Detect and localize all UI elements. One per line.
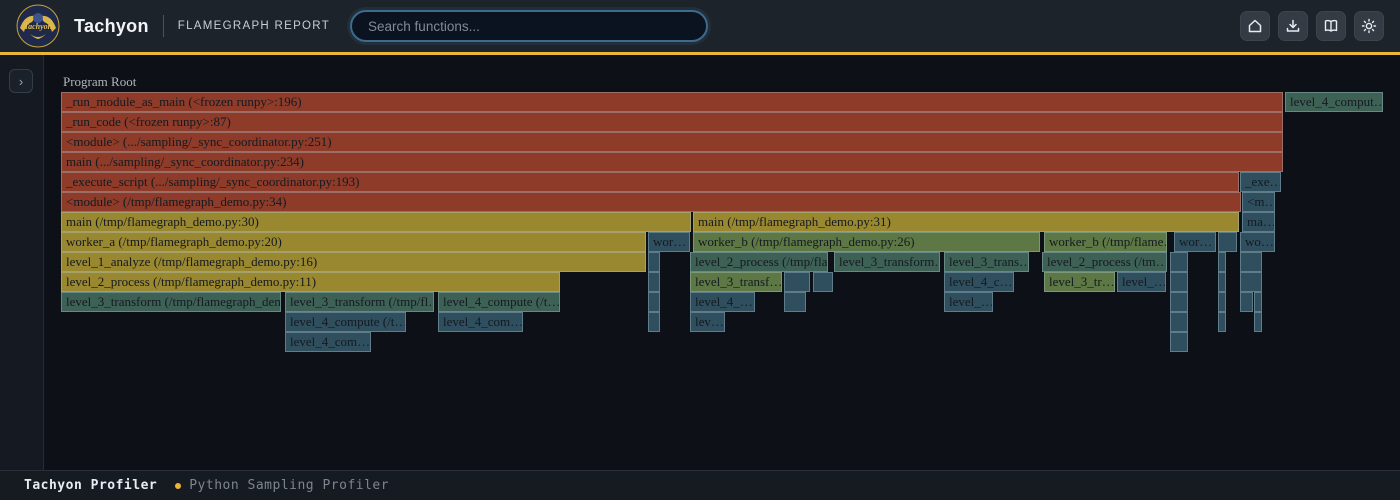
sun-icon [1361, 18, 1377, 34]
flame-frame[interactable]: main (/tmp/flamegraph_demo.py:31) [693, 212, 1239, 232]
app-header: Tachyon Tachyon FLAMEGRAPH REPORT [0, 0, 1400, 55]
flame-frame[interactable]: ma… [1242, 212, 1275, 232]
flame-frame[interactable]: wor… [1174, 232, 1216, 252]
flame-frame[interactable]: level_3_transform (/tmp/fl… [285, 292, 434, 312]
flame-frame[interactable]: wor… [648, 232, 690, 252]
flame-frame[interactable]: <module> (/tmp/flamegraph_demo.py:34) [61, 192, 1241, 212]
home-icon [1248, 19, 1262, 33]
theme-button[interactable] [1354, 11, 1384, 41]
report-type-label: FLAMEGRAPH REPORT [177, 20, 331, 32]
flame-frame[interactable] [1170, 292, 1188, 312]
flame-frame[interactable]: level_3_transform (/tmp/flamegraph_dem… [61, 292, 281, 312]
flame-frame[interactable]: level_… [1117, 272, 1166, 292]
flame-frame[interactable]: _run_code (<frozen runpy>:87) [61, 112, 1283, 132]
download-button[interactable] [1278, 11, 1308, 41]
flamegraph: Program Root _run_module_as_main (<froze… [61, 74, 1383, 352]
flame-frame[interactable] [1170, 252, 1188, 272]
flame-frame[interactable] [1218, 312, 1226, 332]
flame-frame[interactable]: lev… [690, 312, 725, 332]
flame-frame[interactable]: worker_b (/tmp/flamegraph_demo.py:26) [693, 232, 1040, 252]
flame-frame[interactable]: level_2_process (/tmp/fla… [690, 252, 828, 272]
status-subtitle: Python Sampling Profiler [189, 478, 390, 493]
flame-frame[interactable]: level_4_compute (/t… [285, 312, 406, 332]
flame-frame[interactable]: worker_b (/tmp/flame… [1044, 232, 1167, 252]
flame-frame[interactable]: level_4_com… [285, 332, 371, 352]
header-actions [1240, 11, 1384, 41]
docs-button[interactable] [1316, 11, 1346, 41]
book-icon [1324, 19, 1338, 32]
flame-frame[interactable]: level_3_transform… [834, 252, 940, 272]
chevron-right-icon: › [18, 73, 24, 89]
flame-frame[interactable]: main (.../sampling/_sync_coordinator.py:… [61, 152, 1283, 172]
flame-frame[interactable] [1218, 232, 1237, 252]
status-dot-icon [175, 482, 182, 489]
flame-frame[interactable]: worker_a (/tmp/flamegraph_demo.py:20) [61, 232, 646, 252]
flame-frame[interactable] [813, 272, 833, 292]
flame-frame[interactable]: _exe… [1240, 172, 1281, 192]
app-title: Tachyon [74, 15, 149, 36]
flame-frame[interactable]: main (/tmp/flamegraph_demo.py:30) [61, 212, 691, 232]
search-input[interactable] [350, 10, 709, 42]
flame-frame[interactable]: <module> (.../sampling/_sync_coordinator… [61, 132, 1283, 152]
flame-frame[interactable]: level_2_process (/tm… [1042, 252, 1167, 272]
flame-frame[interactable] [1254, 312, 1262, 332]
flame-frame[interactable] [1170, 312, 1188, 332]
flame-frame[interactable] [1170, 272, 1188, 292]
flame-frame[interactable]: level_4_… [690, 292, 755, 312]
flame-frame[interactable]: level_3_tr… [1044, 272, 1115, 292]
flame-frame[interactable]: _execute_script (.../sampling/_sync_coor… [61, 172, 1239, 192]
collapsed-sidebar: › [0, 55, 44, 470]
flame-frame[interactable]: <m… [1242, 192, 1275, 212]
flame-frame[interactable]: level_2_process (/tmp/flamegraph_demo.py… [61, 272, 560, 292]
flame-frame[interactable]: level_3_trans… [944, 252, 1029, 272]
flame-frame[interactable]: level_… [944, 292, 993, 312]
flame-frame[interactable] [784, 272, 810, 292]
header-divider [162, 15, 164, 37]
flame-frame[interactable]: level_4_compute (/t… [438, 292, 560, 312]
flame-frame[interactable]: level_3_transf… [690, 272, 782, 292]
flame-frame[interactable]: level_4_c… [944, 272, 1014, 292]
status-bar: Tachyon Profiler Python Sampling Profile… [0, 470, 1400, 500]
status-app-name: Tachyon Profiler [24, 478, 158, 493]
flame-frame[interactable] [1240, 272, 1262, 292]
flame-root-label: Program Root [63, 74, 137, 89]
flame-frame[interactable]: _run_module_as_main (<frozen runpy>:196) [61, 92, 1283, 112]
flame-frame[interactable] [1170, 332, 1188, 352]
flame-frame[interactable] [648, 272, 660, 292]
flame-frame[interactable]: level_4_comput… [1285, 92, 1383, 112]
flame-frame[interactable]: level_1_analyze (/tmp/flamegraph_demo.py… [61, 252, 646, 272]
flame-frame[interactable] [1218, 272, 1226, 292]
flame-frame[interactable] [1254, 292, 1262, 312]
flame-frame[interactable] [648, 312, 660, 332]
flame-frame[interactable]: level_4_com… [438, 312, 523, 332]
flame-frame[interactable] [1240, 252, 1262, 272]
home-button[interactable] [1240, 11, 1270, 41]
flame-frame[interactable] [1218, 252, 1226, 272]
tachyon-logo-icon: Tachyon [16, 4, 60, 48]
sidebar-expand-button[interactable]: › [9, 69, 33, 93]
logo-text: Tachyon [24, 22, 53, 31]
flame-frame[interactable] [1218, 292, 1226, 312]
flame-frame[interactable]: wo… [1240, 232, 1275, 252]
flame-frame[interactable] [648, 252, 660, 272]
flame-frame[interactable] [648, 292, 660, 312]
flame-frame[interactable] [784, 292, 806, 312]
download-icon [1286, 19, 1300, 32]
flame-frame[interactable] [1240, 292, 1253, 312]
